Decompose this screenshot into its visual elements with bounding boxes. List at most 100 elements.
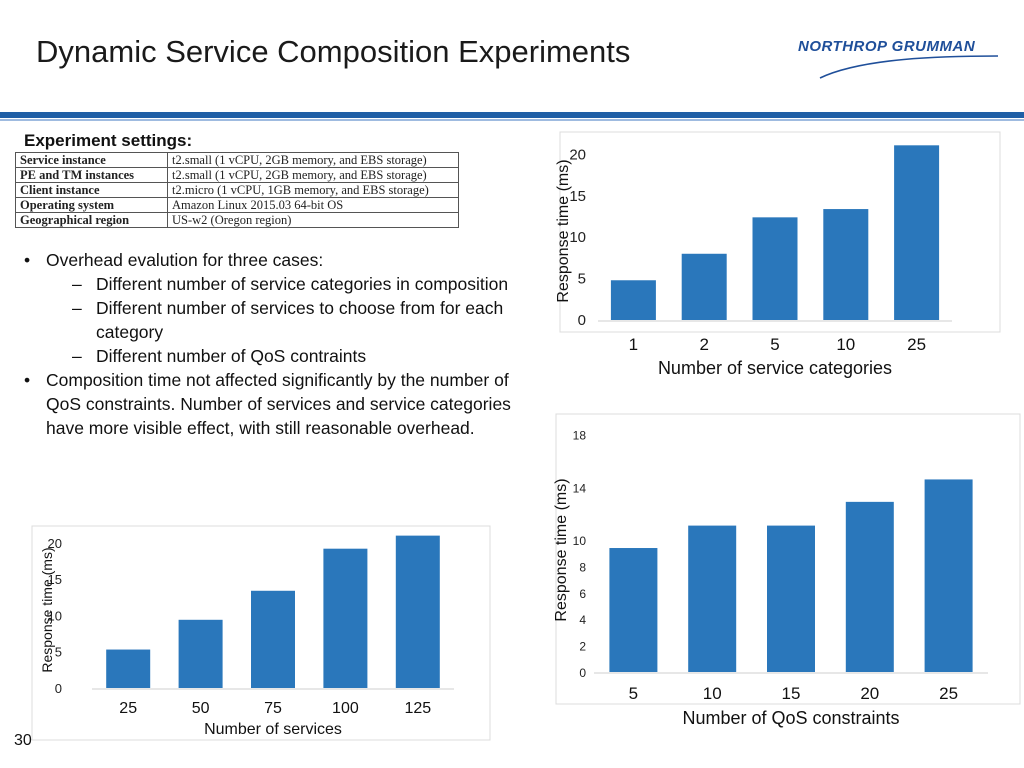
- bullet-item: • Overhead evalution for three cases: – D…: [22, 248, 522, 368]
- x-tick-label: 75: [264, 700, 282, 717]
- y-tick-label: 20: [48, 536, 62, 551]
- y-axis-label: Response time (ms): [39, 547, 55, 672]
- y-tick-label: 10: [569, 229, 586, 246]
- dash-icon: –: [72, 274, 82, 294]
- settings-key: Client instance: [15, 182, 168, 198]
- y-tick-label: 0: [579, 666, 586, 680]
- settings-value: t2.small (1 vCPU, 2GB memory, and EBS st…: [167, 152, 459, 168]
- page-number: 30: [14, 732, 32, 749]
- bullet-item: • Composition time not affected signific…: [22, 368, 522, 440]
- bullet-dot-icon: •: [24, 250, 31, 270]
- settings-key: PE and TM instances: [15, 167, 168, 183]
- x-tick-label: 5: [770, 335, 779, 354]
- settings-key: Operating system: [15, 197, 168, 213]
- settings-value: t2.micro (1 vCPU, 1GB memory, and EBS st…: [167, 182, 459, 198]
- y-tick-label: 15: [48, 572, 62, 587]
- table-row: PE and TM instances t2.small (1 vCPU, 2G…: [15, 167, 459, 183]
- bar: [395, 535, 440, 688]
- bar: [251, 590, 295, 688]
- x-axis-label: Number of services: [204, 721, 342, 738]
- chart-services-svg: 0 5 10 15 20 25 50 75 100 125 Number of services Re…: [31, 525, 491, 741]
- y-tick-label: 6: [579, 587, 586, 601]
- bullet-text: Composition time not affected significan…: [46, 370, 511, 438]
- x-tick-label: 1: [629, 335, 638, 354]
- bullet-list: • Overhead evalution for three cases: – D…: [22, 248, 522, 440]
- bar: [178, 619, 223, 688]
- bullet-dot-icon: •: [24, 370, 31, 390]
- settings-table: Service instance t2.small (1 vCPU, 2GB m…: [15, 152, 459, 228]
- y-tick-label: 15: [569, 188, 586, 205]
- x-tick-label: 25: [119, 700, 137, 717]
- bar: [681, 253, 727, 320]
- sub-bullet-text: Different number of QoS contraints: [96, 346, 367, 366]
- y-axis-label: Response time (ms): [555, 159, 572, 302]
- logo-swoosh: [819, 55, 999, 79]
- table-row: Operating system Amazon Linux 2015.03 64…: [15, 197, 459, 213]
- y-tick-label: 10: [573, 534, 587, 548]
- y-tick-label: 5: [578, 271, 586, 288]
- bar: [845, 501, 894, 672]
- settings-key: Geographical region: [15, 212, 168, 228]
- logo-text: NORTHROP GRUMMAN: [798, 38, 976, 55]
- y-tick-label: 14: [573, 481, 587, 495]
- bar: [609, 548, 658, 672]
- x-tick-label: 50: [192, 700, 210, 717]
- y-tick-label: 5: [55, 645, 62, 660]
- y-tick-label: 0: [55, 681, 62, 696]
- bar: [752, 217, 798, 320]
- bar: [688, 525, 737, 672]
- x-tick-label: 25: [907, 335, 926, 354]
- y-axis-label: Response time (ms): [553, 478, 570, 621]
- settings-key: Service instance: [15, 152, 168, 168]
- bar: [924, 479, 973, 672]
- x-tick-label: 5: [629, 684, 638, 703]
- y-tick-label: 0: [578, 312, 586, 329]
- table-row: Service instance t2.small (1 vCPU, 2GB m…: [15, 152, 459, 168]
- x-tick-label: 10: [836, 335, 855, 354]
- bullet-text: Overhead evalution for three cases:: [46, 250, 324, 270]
- sub-bullet-text: Different number of services to choose f…: [96, 298, 504, 342]
- bar: [823, 209, 869, 320]
- sub-bullet-list: – Different number of service categories …: [46, 272, 522, 368]
- bar: [894, 145, 940, 320]
- settings-value: t2.small (1 vCPU, 2GB memory, and EBS st…: [167, 167, 459, 183]
- x-axis-label: Number of QoS constraints: [682, 708, 899, 728]
- y-tick-label: 8: [579, 560, 586, 574]
- x-tick-label: 100: [332, 700, 359, 717]
- settings-heading: Experiment settings:: [24, 131, 193, 150]
- y-tick-label: 4: [579, 613, 586, 627]
- bar: [106, 649, 151, 688]
- y-tick-label: 10: [48, 608, 62, 623]
- dash-icon: –: [72, 346, 82, 366]
- x-axis-label: Number of service categories: [658, 358, 892, 378]
- x-tick-label: 15: [782, 684, 801, 703]
- northrop-grumman-logo: NORTHROP GRUMMAN: [798, 38, 999, 79]
- bar: [610, 280, 656, 320]
- chart-services: 0 5 10 15 20 25 50 75 100 125 Number of services Re…: [30, 520, 492, 746]
- x-tick-label: 20: [860, 684, 879, 703]
- sub-bullet-text: Different number of service categories i…: [96, 274, 509, 294]
- settings-value: US-w2 (Oregon region): [167, 212, 459, 228]
- header-rule-light: [0, 119, 1024, 121]
- x-tick-label: 125: [404, 700, 431, 717]
- x-tick-label: 2: [699, 335, 708, 354]
- chart-categories: 0 5 10 15 20 1 2 5 10 25 Number of service categor…: [540, 122, 1020, 386]
- y-tick-label: 2: [579, 640, 586, 654]
- bar: [323, 548, 368, 688]
- table-row: Client instance t2.micro (1 vCPU, 1GB me…: [15, 182, 459, 198]
- bar: [767, 525, 815, 672]
- slide-title: Dynamic Service Composition Experiments: [36, 34, 631, 69]
- x-tick-label: 25: [939, 684, 958, 703]
- sub-bullet-item: – Different number of QoS contraints: [72, 344, 522, 368]
- header-rule: [0, 112, 1024, 118]
- y-tick-label: 20: [569, 146, 586, 163]
- chart-qos: 0 2 4 6 8 10 14 18 5 10 15 20 25 Number of QoS constr…: [540, 410, 1021, 734]
- y-tick-label: 18: [573, 429, 587, 443]
- dash-icon: –: [72, 298, 82, 318]
- sub-bullet-item: – Different number of services to choose …: [72, 296, 522, 344]
- table-row: Geographical region US-w2 (Oregon region…: [15, 212, 459, 228]
- chart-qos-svg: 0 2 4 6 8 10 14 18 5 10 15 20 25 Number of QoS constr…: [553, 413, 1021, 728]
- settings-value: Amazon Linux 2015.03 64-bit OS: [167, 197, 459, 213]
- sub-bullet-item: – Different number of service categories …: [72, 272, 522, 296]
